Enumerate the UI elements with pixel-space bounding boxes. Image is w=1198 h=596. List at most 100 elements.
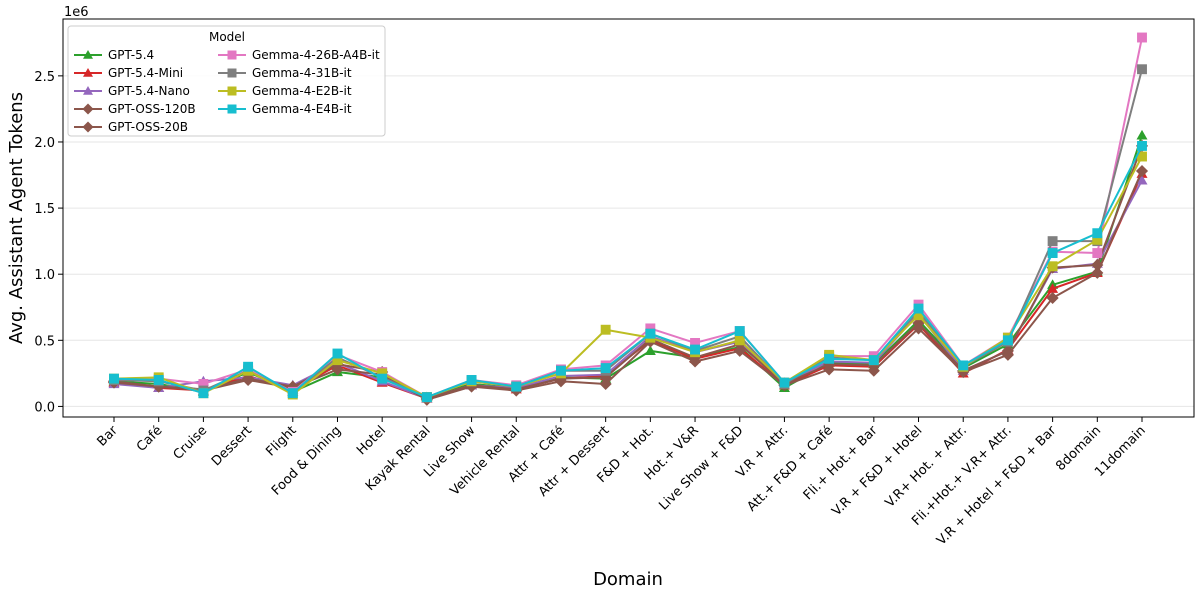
- legend-title: Model: [209, 30, 245, 44]
- data-point: [645, 328, 656, 339]
- data-point: [1047, 283, 1059, 293]
- data-point: [1092, 248, 1103, 258]
- x-tick-label: Att.+ F&D + Café: [744, 423, 836, 515]
- legend-entry: GPT-5.4-Nano: [74, 84, 190, 98]
- data-point: [465, 380, 478, 393]
- data-point: [466, 375, 477, 385]
- y-axis: 0.0 0.5 1.0 1.5 2.0 2.5: [34, 70, 63, 415]
- data-point: [1137, 151, 1147, 162]
- data-point: [913, 303, 924, 314]
- data-point: [600, 324, 611, 335]
- legend-entry: Gemma-4-E2B-it: [218, 84, 352, 98]
- legend-swatch-marker: [82, 121, 94, 133]
- data-point: [958, 360, 969, 371]
- data-point: [645, 323, 656, 334]
- y-tick-label: 2.5: [34, 70, 55, 85]
- data-point: [243, 361, 254, 372]
- data-point: [734, 326, 745, 337]
- legend-entry: Gemma-4-E4B-it: [218, 102, 352, 116]
- legend-entry: GPT-5.4: [74, 48, 154, 62]
- legend-entry: GPT-5.4-Mini: [74, 66, 183, 80]
- legend-label: Gemma-4-26B-A4B-it: [252, 48, 380, 62]
- data-point: [823, 363, 836, 376]
- legend-swatch-marker: [82, 103, 94, 115]
- series-line: [113, 145, 1143, 400]
- legend-label: GPT-OSS-20B: [108, 120, 188, 134]
- legend-label: Gemma-4-E4B-it: [252, 102, 352, 116]
- series-lines: [107, 32, 1149, 406]
- legend-swatch-marker: [227, 104, 237, 114]
- data-point: [109, 373, 119, 384]
- data-point: [198, 388, 209, 399]
- legend-swatch-marker: [83, 50, 93, 59]
- data-point: [1046, 291, 1059, 305]
- x-tick-label: Bar: [94, 423, 121, 450]
- data-point: [1002, 335, 1013, 346]
- data-point: [332, 348, 343, 359]
- data-point: [957, 365, 970, 379]
- data-point: [733, 344, 746, 357]
- series-line: [113, 170, 1143, 401]
- data-point: [644, 345, 656, 356]
- data-point: [1091, 258, 1104, 271]
- legend-label: Gemma-4-31B-it: [252, 66, 352, 80]
- x-tick-label: Cruise: [171, 423, 211, 463]
- legend-swatch-marker: [227, 50, 237, 60]
- data-point: [1136, 174, 1148, 185]
- data-point: [599, 377, 612, 390]
- data-point: [913, 310, 924, 321]
- legend-swatch-marker: [83, 68, 93, 77]
- legend: Model GPT-5.4 GPT-5.4-Mini GPT-5.4-Nano GPT…: [67, 25, 386, 137]
- data-point: [1047, 236, 1058, 247]
- x-tick-label: Hotel: [354, 423, 389, 458]
- data-point: [734, 335, 745, 346]
- series-gpt-5-4-nano: [108, 174, 1148, 403]
- legend-frame: [67, 25, 386, 137]
- data-point: [912, 322, 925, 335]
- data-point: [1137, 64, 1147, 75]
- data-point: [421, 392, 432, 403]
- series-gemma-4-e4b-it: [109, 140, 1147, 403]
- legend-entry: Gemma-4-31B-it: [218, 66, 352, 80]
- legend-entry: GPT-OSS-120B: [74, 102, 196, 116]
- data-point: [824, 353, 835, 364]
- y-axis-title: Avg. Assistant Agent Tokens: [6, 92, 27, 344]
- data-point: [153, 375, 164, 385]
- legend-entry: GPT-OSS-20B: [74, 120, 188, 134]
- y-tick-label: 0.0: [34, 400, 55, 415]
- data-point: [1137, 32, 1147, 43]
- data-point: [690, 338, 700, 348]
- y-tick-label: 2.0: [34, 136, 55, 151]
- x-tick-label: V.R+ Hot. + Attr.: [883, 423, 970, 510]
- data-point: [377, 373, 388, 384]
- data-point: [242, 373, 255, 387]
- data-point: [868, 355, 879, 366]
- data-point: [600, 363, 611, 374]
- y-tick-label: 1.5: [34, 202, 55, 217]
- data-point: [1047, 261, 1058, 272]
- data-point: [867, 364, 880, 377]
- data-point: [1091, 266, 1104, 279]
- data-point: [1137, 140, 1147, 151]
- data-point: [511, 381, 522, 392]
- legend-swatch-marker: [227, 68, 237, 78]
- legend-label: GPT-5.4: [108, 48, 154, 62]
- legend-label: Gemma-4-E2B-it: [252, 84, 352, 98]
- y-tick-label: 1.0: [34, 268, 55, 283]
- x-tick-label: Café: [134, 423, 166, 455]
- y-multiplier-label: 1e6: [64, 5, 89, 20]
- y-tick-label: 0.5: [34, 334, 55, 349]
- legend-swatch-marker: [227, 86, 237, 96]
- legend-label: GPT-5.4-Nano: [108, 84, 190, 98]
- x-tick-label: Live Show + F&D: [656, 423, 746, 513]
- data-point: [1001, 348, 1014, 361]
- data-point: [1092, 228, 1103, 239]
- series-gpt-oss-20b: [107, 165, 1149, 406]
- data-point: [332, 355, 343, 366]
- legend-swatch-marker: [83, 86, 93, 95]
- data-point: [1135, 165, 1149, 178]
- data-point: [331, 363, 344, 376]
